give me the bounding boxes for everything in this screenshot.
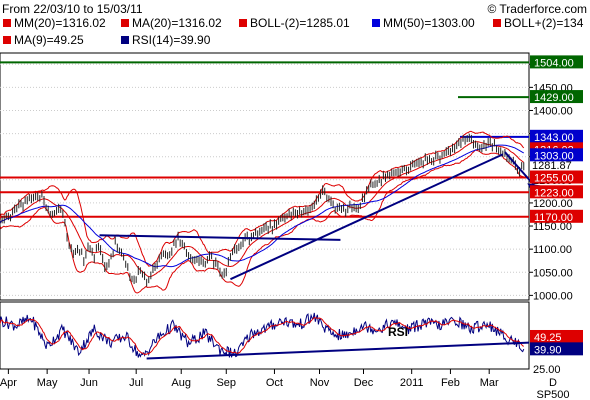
value-tag-label: 1504.00 (534, 57, 574, 69)
moving-averages (0, 141, 525, 278)
rsi-ma9-line (0, 316, 525, 356)
legend-item-mm50: MM(50)=1303.00 (372, 16, 475, 30)
value-tag-label: 49.25 (534, 332, 562, 344)
legend-label: BOLL-(2)=1285.01 (250, 16, 350, 30)
y-tick-label: 1000.00 (533, 290, 573, 302)
value-tag-label: 1343.00 (534, 132, 574, 144)
y-tick-label: 1100.00 (533, 244, 572, 256)
x-tick-label: Apr (0, 377, 17, 389)
value-tag (530, 55, 583, 69)
value-tag (530, 90, 583, 104)
value-tag-label: 1429.00 (534, 92, 574, 104)
legend-swatch (121, 19, 129, 27)
x-tick-label: Nov (310, 377, 330, 389)
x-tick-label: Oct (266, 377, 283, 389)
legend-swatch (493, 19, 501, 27)
legend-swatch (3, 19, 11, 27)
price-bars (0, 133, 525, 287)
value-tag-label: 1255.00 (534, 173, 574, 185)
legend-label: MA(9)=49.25 (14, 33, 84, 47)
legend-item-rsi14: RSI(14)=39.90 (121, 33, 211, 47)
legend: MM(20)=1316.02 MA(20)=1316.02 BOLL-(2)=1… (3, 16, 584, 47)
trend-lines (99, 151, 541, 281)
x-tick-label: Dec (354, 377, 374, 389)
value-tag-label: 39.90 (534, 344, 562, 356)
x-tick-label: May (37, 377, 58, 389)
value-tag (530, 129, 583, 143)
legend-item-boll-plus: BOLL+(2)=134 (493, 16, 584, 30)
value-tag (530, 148, 583, 162)
rsi-panel-frame (0, 301, 530, 370)
rsi-y-tick-label: 25.00 (533, 364, 561, 376)
ma20-line (0, 141, 525, 278)
symbol-label: SP500 (536, 389, 569, 400)
legend-label: BOLL+(2)=134 (504, 16, 584, 30)
boll-lower-line (0, 149, 524, 294)
y-tick-label: 1050.00 (533, 267, 573, 279)
projection-arrow (504, 151, 535, 187)
x-tick-label: Jul (129, 377, 143, 389)
axis-unit: D (549, 377, 557, 389)
trend-line (230, 153, 504, 281)
legend-label: MM(20)=1316.02 (14, 16, 106, 30)
date-range: From 22/03/10 to 15/03/11 (2, 2, 143, 16)
y-tick-label: 1400.00 (533, 105, 573, 117)
rsi-series: 25.00 (0, 312, 561, 376)
x-tick-label: Sep (216, 377, 236, 389)
trend-line (99, 234, 341, 241)
x-tick-label: Jun (80, 377, 98, 389)
legend-item-ma9: MA(9)=49.25 (3, 33, 84, 47)
value-tag-label: 1303.00 (534, 150, 574, 162)
legend-swatch (121, 36, 129, 44)
value-tag (530, 185, 583, 199)
x-tick-label: Feb (441, 377, 460, 389)
value-tag-label: 1223.00 (534, 187, 574, 199)
legend-label: MA(20)=1316.02 (132, 16, 222, 30)
legend-swatch (3, 36, 11, 44)
rsi-title: RSI (388, 325, 408, 339)
level-tags: 1504.00 1429.00 1343.00 1255.00 1223.00 1170.… (530, 55, 583, 224)
rsi-support-line (146, 341, 530, 360)
x-tick-label: Mar (480, 377, 499, 389)
y-tick-label: 1200.00 (533, 198, 573, 210)
x-tick-label: 2011 (400, 377, 424, 389)
value-tag-label: 1281.87 (532, 160, 572, 172)
legend-swatch (239, 19, 247, 27)
legend-item-ma20: MA(20)=1316.02 (121, 16, 222, 30)
legend-label: RSI(14)=39.90 (132, 33, 211, 47)
copyright: © Traderforce.com (487, 2, 587, 16)
rsi-line (0, 312, 525, 358)
x-axis: Apr May Jun Jul Aug Sep Oct Nov Dec 2011 Feb Mar (0, 369, 499, 389)
boll-upper-line (0, 130, 525, 267)
horizontal-levels (0, 61, 529, 218)
bollinger-bands (0, 130, 525, 294)
y-tick-label: 1150.00 (533, 221, 572, 233)
legend-item-boll-minus: BOLL-(2)=1285.01 (239, 16, 350, 30)
legend-label: MM(50)=1303.00 (383, 16, 475, 30)
value-tag (530, 170, 583, 184)
value-tag (530, 329, 583, 343)
legend-item-mm20: MM(20)=1316.02 (3, 16, 106, 30)
mm50-line (0, 144, 525, 268)
value-tag (530, 209, 583, 223)
x-tick-label: Aug (171, 377, 191, 389)
value-tag-label: 1170.00 (534, 212, 573, 224)
value-tag (530, 342, 583, 356)
legend-swatch (372, 19, 380, 27)
